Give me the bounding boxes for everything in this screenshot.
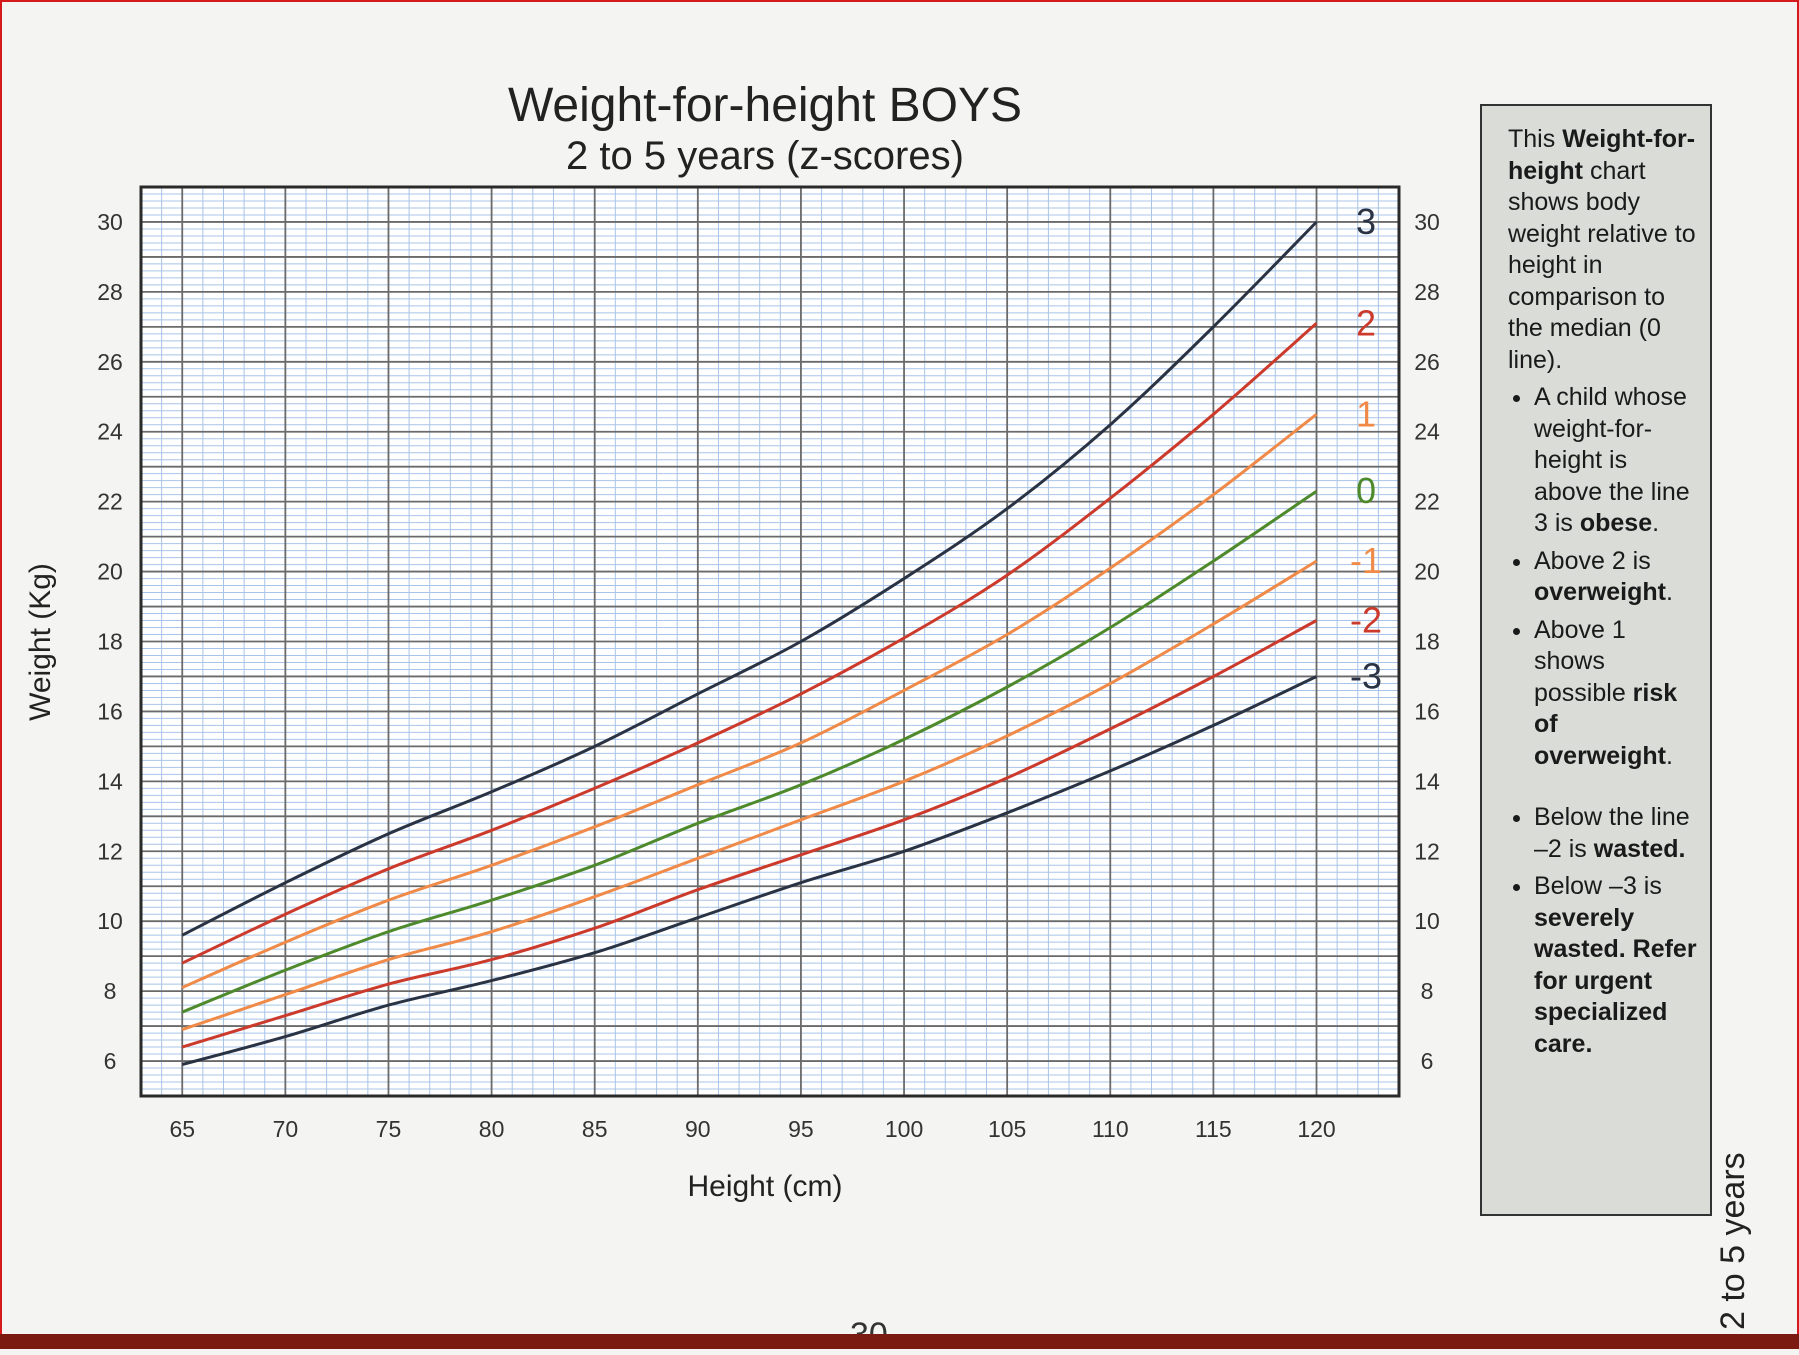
y-tick-label-left: 8 bbox=[104, 978, 117, 1004]
info-bullet-overweight: Above 2 is overweight. bbox=[1534, 546, 1698, 609]
series-label-z-1: -1 bbox=[1350, 540, 1382, 581]
info-intro: This Weight-for-height chart shows body … bbox=[1508, 125, 1696, 374]
series-line-z0 bbox=[181, 489, 1318, 1014]
y-tick-label-right: 8 bbox=[1421, 978, 1434, 1004]
x-tick-label: 80 bbox=[479, 1116, 505, 1142]
x-tick-label: 70 bbox=[273, 1116, 299, 1142]
y-tick-label-left: 12 bbox=[97, 838, 123, 864]
series-line-z-1 bbox=[181, 559, 1318, 1032]
y-tick-label-right: 10 bbox=[1414, 908, 1440, 934]
series-line-z1 bbox=[181, 413, 1318, 989]
info-bullets: A child whose weight-for-height is above… bbox=[1508, 382, 1698, 1060]
series-line-z-3 bbox=[181, 675, 1318, 1066]
y-tick-label-left: 20 bbox=[97, 559, 123, 585]
chart-title: Weight-for-height BOYS bbox=[507, 79, 1022, 132]
x-tick-labels: 65 70 75 80 85 90 95 100 105 110 115 120 bbox=[169, 1116, 1335, 1142]
y-tick-label-left: 28 bbox=[97, 279, 123, 305]
chart-subtitle: 2 to 5 years (z-scores) bbox=[566, 134, 964, 178]
y-tick-labels-left: 6 8 10 12 14 16 18 20 22 24 26 28 30 bbox=[97, 209, 123, 1074]
y-tick-label-right: 18 bbox=[1414, 629, 1440, 655]
y-tick-label-right: 14 bbox=[1414, 768, 1440, 794]
series-label-z1: 1 bbox=[1356, 393, 1376, 434]
y-tick-label-left: 18 bbox=[97, 629, 123, 655]
x-tick-label: 100 bbox=[885, 1116, 923, 1142]
x-tick-label: 110 bbox=[1092, 1116, 1129, 1142]
series-line-z3 bbox=[181, 220, 1318, 937]
info-bullet-wasted: Below the line –2 is wasted. bbox=[1534, 802, 1698, 865]
info-bullet-risk: Above 1 shows possible risk of overweigh… bbox=[1534, 615, 1698, 773]
x-tick-label: 90 bbox=[685, 1116, 711, 1142]
x-tick-label: 115 bbox=[1195, 1116, 1232, 1142]
y-tick-labels-right: 6 8 10 12 14 16 18 20 22 24 26 28 30 bbox=[1414, 209, 1440, 1074]
y-tick-label-left: 6 bbox=[104, 1048, 117, 1074]
series-line-z2 bbox=[181, 322, 1318, 965]
y-tick-label-right: 12 bbox=[1414, 838, 1440, 864]
bottom-bar bbox=[0, 1334, 1799, 1349]
z-score-labels: 3 2 1 0 -1 -2 -3 bbox=[1350, 201, 1382, 697]
series-label-z0: 0 bbox=[1356, 470, 1376, 511]
series-label-z2: 2 bbox=[1356, 302, 1376, 343]
y-tick-label-right: 28 bbox=[1414, 279, 1440, 305]
y-axis-label: Weight (Kg) bbox=[24, 563, 57, 721]
x-tick-label: 85 bbox=[582, 1116, 608, 1142]
x-tick-label: 120 bbox=[1297, 1116, 1335, 1142]
series-label-z-2: -2 bbox=[1350, 600, 1382, 641]
y-tick-label-left: 10 bbox=[97, 908, 123, 934]
plot-frame bbox=[139, 185, 1401, 1098]
x-axis-label: Height (cm) bbox=[687, 1170, 842, 1203]
y-tick-label-right: 20 bbox=[1414, 559, 1440, 585]
y-tick-label-right: 30 bbox=[1414, 209, 1440, 235]
y-tick-label-left: 30 bbox=[97, 209, 123, 235]
y-tick-label-left: 16 bbox=[97, 698, 123, 724]
x-tick-label: 75 bbox=[376, 1116, 402, 1142]
info-bullet-obese: A child whose weight-for-height is above… bbox=[1534, 382, 1698, 540]
z-score-lines bbox=[181, 220, 1318, 1066]
y-tick-label-left: 26 bbox=[97, 349, 123, 375]
x-tick-label: 105 bbox=[988, 1116, 1026, 1142]
x-tick-label: 65 bbox=[169, 1116, 195, 1142]
x-tick-label: 95 bbox=[788, 1116, 814, 1142]
series-label-z-3: -3 bbox=[1350, 655, 1382, 696]
series-line-z-2 bbox=[181, 619, 1318, 1049]
series-label-z3: 3 bbox=[1356, 201, 1376, 242]
side-age-label: 2 to 5 years bbox=[1714, 1152, 1752, 1330]
y-tick-label-left: 24 bbox=[97, 419, 123, 445]
y-tick-label-right: 6 bbox=[1421, 1048, 1434, 1074]
y-tick-label-right: 24 bbox=[1414, 419, 1440, 445]
y-tick-label-right: 26 bbox=[1414, 349, 1440, 375]
y-tick-label-left: 14 bbox=[97, 768, 123, 794]
info-box: This Weight-for-height chart shows body … bbox=[1480, 104, 1712, 1216]
info-bullet-severely-wasted: Below –3 is severely wasted. Refer for u… bbox=[1534, 871, 1698, 1060]
y-tick-label-left: 22 bbox=[97, 489, 123, 515]
y-tick-label-right: 16 bbox=[1414, 698, 1440, 724]
y-tick-label-right: 22 bbox=[1414, 489, 1440, 515]
